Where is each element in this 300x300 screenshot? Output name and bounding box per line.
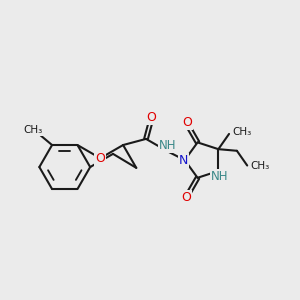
Text: CH₃: CH₃ — [250, 160, 270, 170]
Text: CH₃: CH₃ — [23, 125, 43, 135]
Text: O: O — [146, 111, 156, 124]
Text: O: O — [182, 116, 192, 129]
Text: CH₃: CH₃ — [232, 128, 251, 137]
Text: NH: NH — [159, 139, 176, 152]
Text: O: O — [95, 152, 105, 165]
Text: NH: NH — [211, 170, 228, 183]
Text: O: O — [181, 191, 191, 204]
Text: N: N — [179, 154, 188, 166]
